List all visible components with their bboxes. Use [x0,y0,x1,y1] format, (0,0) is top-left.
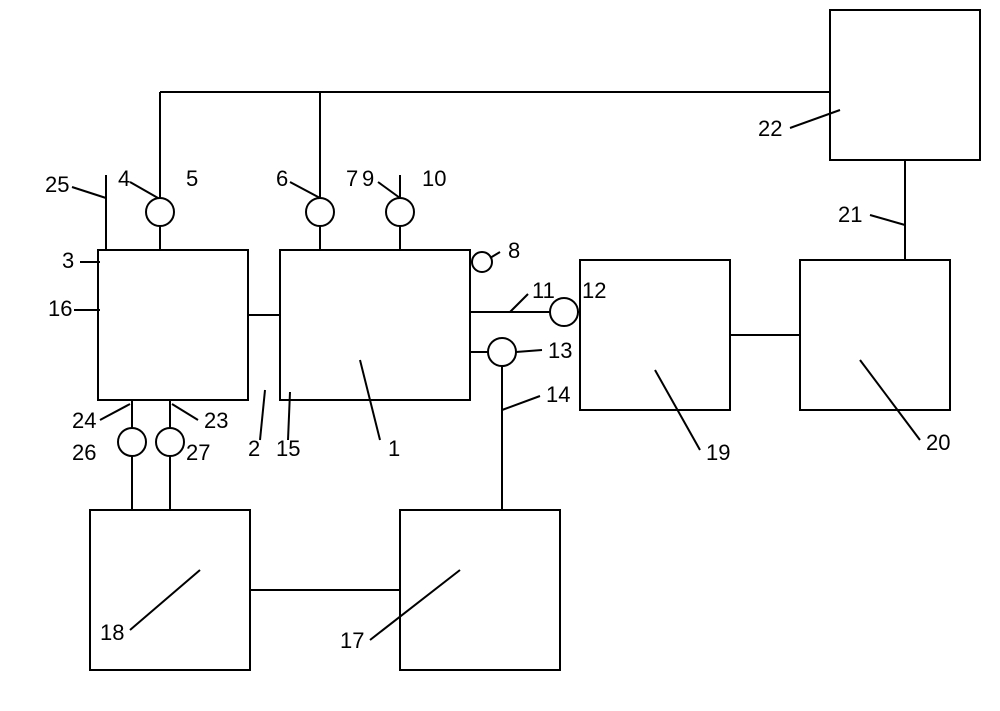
label-l1: 1 [388,436,400,461]
process-diagram: 25 4 5 6 79 10 8 3 16 11 12 13 14 24 23 26 27 2 15 1 18 17 19 2… [0,0,1000,711]
label-l7: 7 [346,166,358,191]
label-l22: 22 [758,116,782,141]
label-l3: 3 [62,248,74,273]
valve-c7 [306,198,334,226]
label-l17: 17 [340,628,364,653]
label-l21: 21 [838,202,862,227]
label-l6: 6 [276,166,288,191]
leader-ld-4 [130,182,158,198]
label-l4: 4 [118,166,130,191]
leader-ld-21 [870,215,905,225]
leader-ld-11 [510,294,528,312]
label-l9: 9 [362,166,374,191]
label-l14: 14 [546,382,570,407]
valve-c5 [146,198,174,226]
valve-c8 [472,252,492,272]
label-l8: 8 [508,238,520,263]
label-l2: 2 [248,436,260,461]
leader-ld-25 [72,187,106,198]
box-b3 [98,250,248,400]
label-l13: 13 [548,338,572,363]
label-l5: 5 [186,166,198,191]
label-l18: 18 [100,620,124,645]
label-l24: 24 [72,408,96,433]
label-l19: 19 [706,440,730,465]
box-b20 [800,260,950,410]
label-l16: 16 [48,296,72,321]
label-l15: 15 [276,436,300,461]
leader-ld-2 [260,390,265,440]
box-b18 [90,510,250,670]
label-l27: 27 [186,440,210,465]
leader-ld-8 [490,252,500,258]
leader-ld-14 [502,396,540,410]
leader-ld-9 [378,182,400,198]
leader-ld-6 [290,182,320,198]
valve-c13 [488,338,516,366]
label-l11: 11 [532,278,555,303]
box-b17 [400,510,560,670]
label-l26: 26 [72,440,96,465]
leader-ld-13 [516,350,542,352]
label-l23: 23 [204,408,228,433]
box-b22 [830,10,980,160]
label-l12: 12 [582,278,606,303]
label-l20: 20 [926,430,950,455]
leader-ld-23 [172,404,198,420]
valve-c27 [156,428,184,456]
box-b1 [280,250,470,400]
label-l25: 25 [45,172,69,197]
label-l10: 10 [422,166,446,191]
valve-c26 [118,428,146,456]
valve-c10 [386,198,414,226]
leader-ld-24 [100,404,130,420]
